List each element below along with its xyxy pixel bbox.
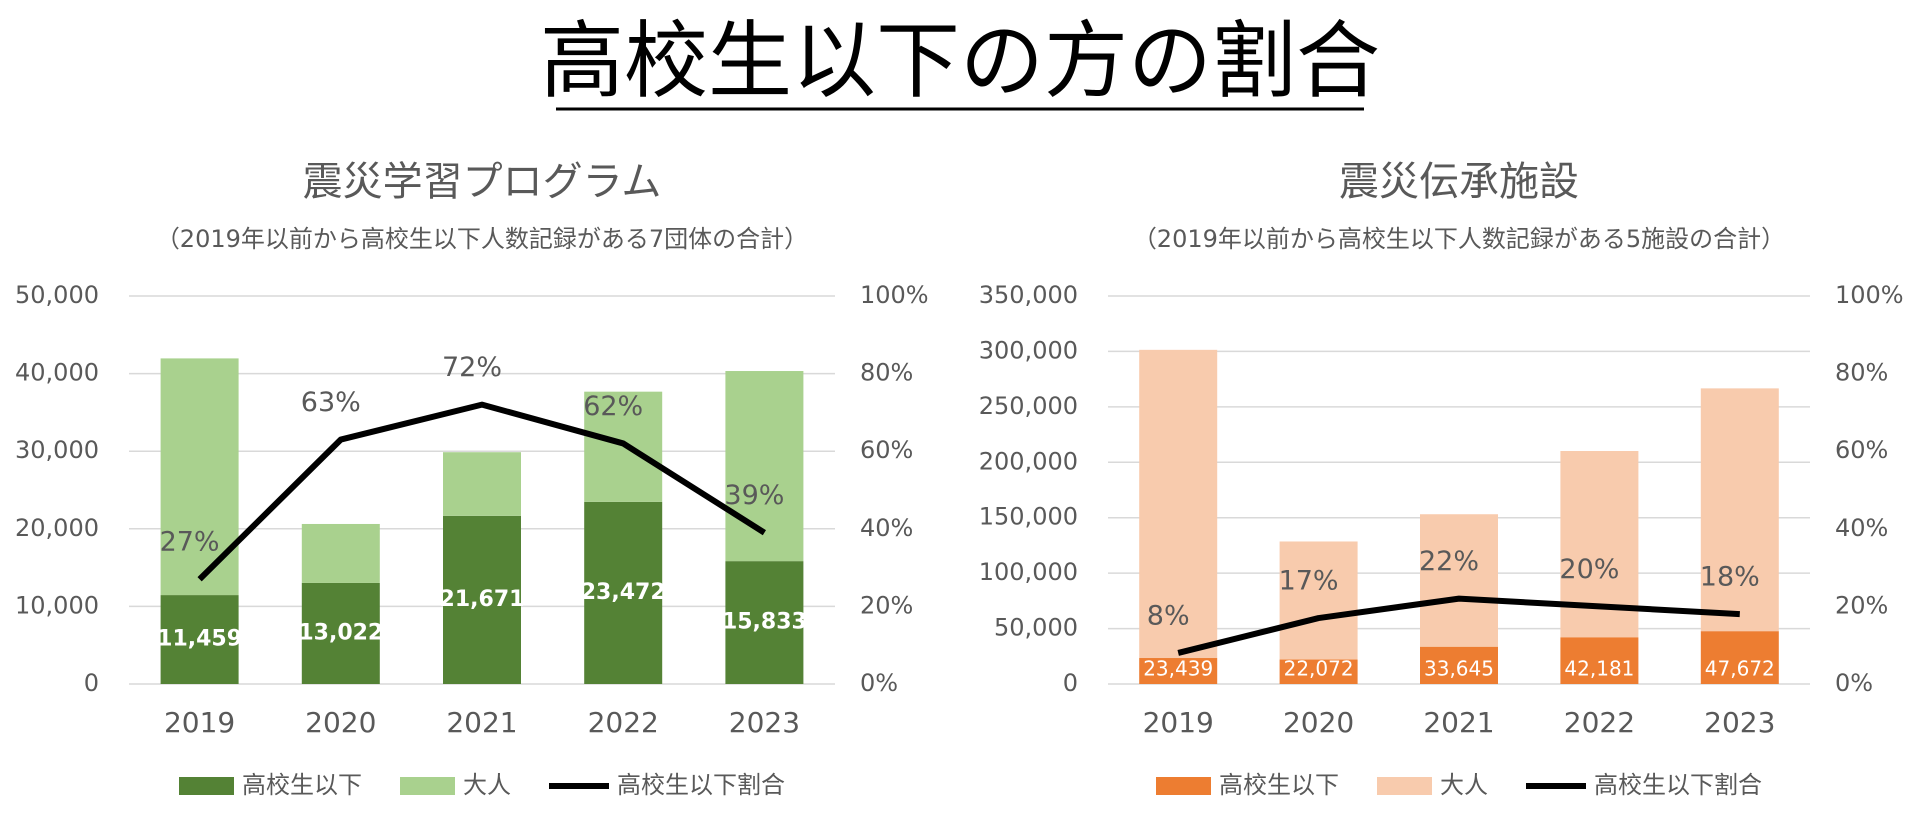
y-tick-label: 20,000 [15,514,99,542]
bar-segment [1139,658,1218,684]
line-label: 20% [1559,554,1619,585]
legend-swatch [400,777,455,795]
data-label: 21,671 [440,587,525,612]
line-label: 27% [160,527,220,558]
y2-tick-label: 40% [1835,514,1888,542]
bar-segment [160,358,239,596]
y2-tick-label: 80% [860,359,913,387]
line-label: 39% [724,480,784,511]
legend-label: 大人 [463,771,511,799]
chart-title: 震災伝承施設 [1339,159,1579,205]
x-tick-label: 2023 [729,706,800,739]
chart-subtitle: （2019年以前から高校生以下人数記録がある7団体の合計） [156,225,808,253]
bar-segment [1279,659,1358,684]
x-tick-label: 2019 [1143,706,1214,739]
line-label: 17% [1279,566,1339,597]
legend-swatch [1377,777,1432,795]
bar-segment [1420,514,1498,647]
data-label: 11,459 [157,627,242,652]
data-label: 22,072 [1284,657,1354,681]
line-label: 63% [301,387,361,418]
y2-tick-label: 60% [860,436,913,464]
x-tick-label: 2021 [446,706,517,739]
line-series [197,401,767,582]
bar-segment [1700,388,1779,632]
y2-tick-label: 100% [1835,281,1904,309]
y2-tick-label: 20% [1835,591,1888,619]
x-tick-label: 2023 [1704,706,1775,739]
y-tick-label: 250,000 [979,392,1078,420]
y-tick-label: 300,000 [979,336,1078,364]
line-label: 18% [1700,562,1760,593]
bar-segment [443,452,521,516]
bar-segment [160,595,239,684]
x-tick-label: 2020 [305,706,376,739]
bar-segment [301,582,380,684]
legend-swatch [1156,777,1211,795]
line-label: 72% [442,352,502,383]
x-tick-label: 2019 [164,706,235,739]
y-tick-label: 350,000 [979,281,1078,309]
y2-tick-label: 60% [1835,436,1888,464]
line-label: 22% [1419,546,1479,577]
legend-label: 高校生以下 [1219,771,1339,799]
x-tick-label: 2020 [1283,706,1354,739]
data-label: 42,181 [1564,657,1634,681]
legend-swatch [179,777,234,795]
legend-label: 高校生以下割合 [617,771,785,799]
bar-segment [584,501,663,684]
legend-label: 大人 [1440,771,1488,799]
legend-label: 高校生以下 [242,771,362,799]
bar-segment [1560,637,1639,684]
bar-segment [1420,646,1498,684]
y-tick-label: 10,000 [15,591,99,619]
data-label: 15,833 [722,610,807,635]
y-tick-label: 40,000 [15,359,99,387]
data-label: 23,439 [1143,657,1213,681]
chart-title: 震災学習プログラム [303,159,662,205]
data-label: 33,645 [1424,657,1494,681]
y2-tick-label: 0% [860,669,898,697]
bar-segment [1279,541,1358,660]
page-title: 高校生以下の方の割合 [540,12,1380,110]
bar-segment [443,515,521,684]
y-tick-label: 50,000 [994,614,1078,642]
x-tick-label: 2022 [588,706,659,739]
x-tick-label: 2021 [1423,706,1494,739]
data-label: 23,472 [581,580,666,605]
data-label: 13,022 [298,620,383,645]
y-tick-label: 50,000 [15,281,99,309]
y2-tick-label: 80% [1835,359,1888,387]
y-tick-label: 0 [84,669,99,697]
chart-subtitle: （2019年以前から高校生以下人数記録がある5施設の合計） [1133,225,1785,253]
line-series [1177,595,1740,656]
line-label: 8% [1147,600,1190,631]
y2-tick-label: 100% [860,281,929,309]
y-tick-label: 150,000 [979,503,1078,531]
y2-tick-label: 20% [860,591,913,619]
y2-tick-label: 40% [860,514,913,542]
bar-segment [1139,349,1218,659]
y-tick-label: 30,000 [15,436,99,464]
x-tick-label: 2022 [1564,706,1635,739]
bar-segment [1700,631,1779,684]
bar-segment [301,523,380,583]
y-tick-label: 200,000 [979,447,1078,475]
data-label: 47,672 [1705,657,1775,681]
bar-segment [725,561,804,684]
legend-label: 高校生以下割合 [1594,771,1762,799]
y2-tick-label: 0% [1835,669,1873,697]
y-tick-label: 100,000 [979,558,1078,586]
line-label: 62% [583,391,643,422]
y-tick-label: 0 [1063,669,1078,697]
